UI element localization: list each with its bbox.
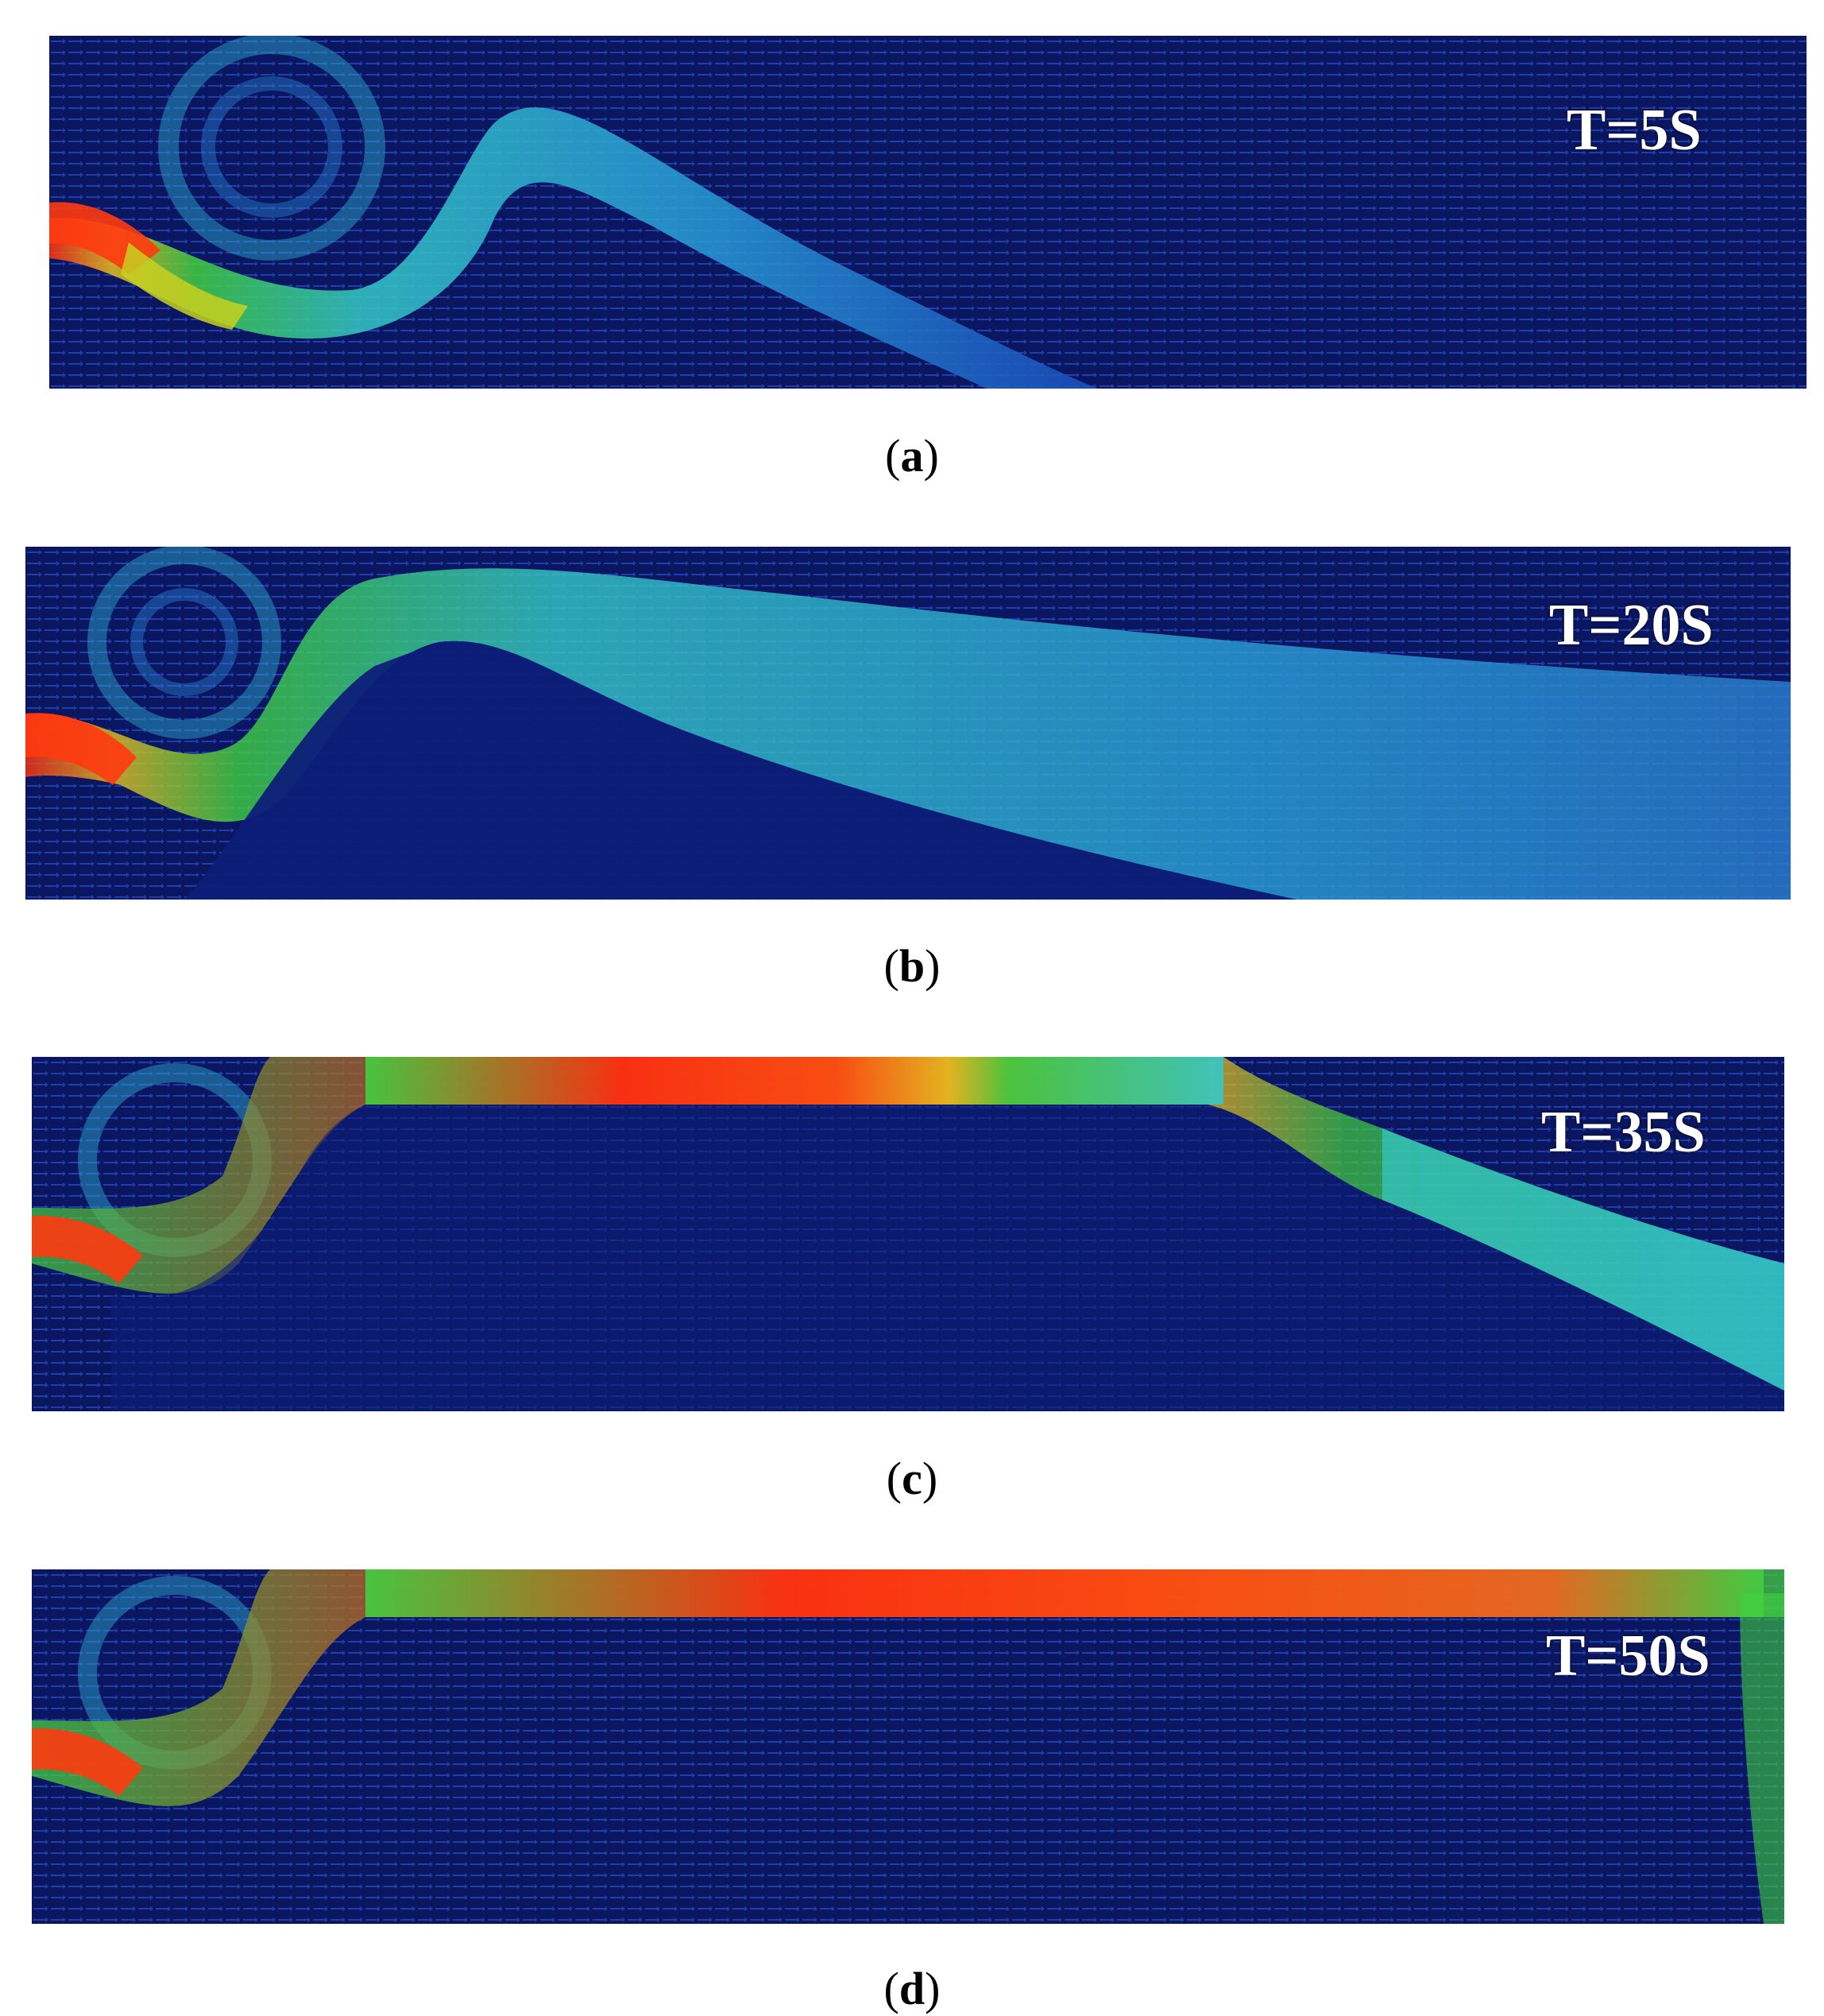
caption-d: (d)	[883, 1963, 941, 2014]
velocity-field-panel-a: T=5S	[49, 36, 1807, 389]
caption-c: (c)	[886, 1453, 938, 1504]
velocity-field-image-d	[32, 1569, 1784, 1924]
caption-letter-b: b	[898, 940, 926, 992]
caption-letter-c: c	[902, 1453, 922, 1504]
velocity-field-image-a	[49, 36, 1807, 389]
velocity-field-image-b	[25, 547, 1791, 900]
time-label-d: T=50S	[1546, 1623, 1710, 1689]
caption-b: (b)	[883, 940, 941, 992]
caption-letter-a: a	[900, 430, 924, 482]
velocity-field-panel-c: T=35S	[32, 1057, 1784, 1411]
velocity-field-image-c	[32, 1057, 1784, 1411]
velocity-field-panel-d: T=50S	[32, 1569, 1784, 1924]
velocity-field-panel-b: T=20S	[25, 547, 1791, 900]
caption-a: (a)	[885, 430, 939, 482]
time-label-c: T=35S	[1541, 1100, 1706, 1165]
time-label-b: T=20S	[1549, 593, 1714, 658]
caption-letter-d: d	[898, 1963, 926, 2014]
time-label-a: T=5S	[1567, 98, 1702, 163]
